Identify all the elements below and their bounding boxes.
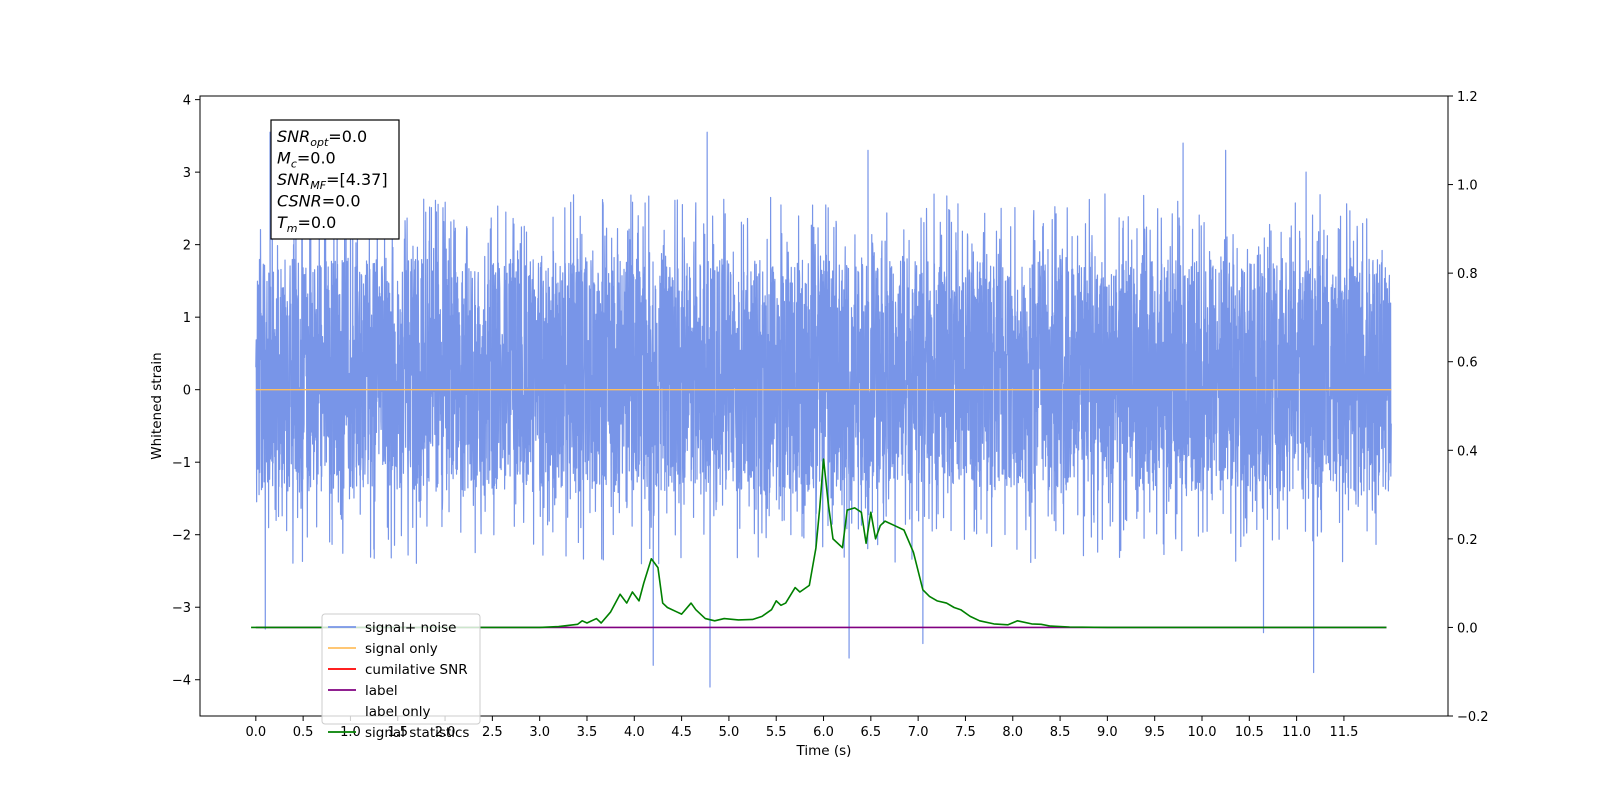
x-tick-label: 2.5 xyxy=(482,725,503,740)
y-tick-label: 4 xyxy=(183,94,191,109)
x-tick-label: 1.5 xyxy=(387,725,408,740)
x-tick-label: 6.5 xyxy=(860,725,881,740)
x-tick-label: 7.0 xyxy=(908,725,929,740)
x-tick-label: 4.5 xyxy=(671,725,692,740)
y2-tick-label: −0.2 xyxy=(1457,710,1489,725)
legend-entry: cumilative SNR xyxy=(365,662,468,678)
annotation-line: Mc=0.0 xyxy=(277,149,336,171)
x-tick-label: 5.0 xyxy=(719,725,740,740)
x-tick-label: 8.0 xyxy=(1002,725,1023,740)
y2-tick-label: 1.2 xyxy=(1457,90,1478,105)
x-tick-label: 9.0 xyxy=(1097,725,1118,740)
y2-tick-label: 0.2 xyxy=(1457,533,1478,548)
x-tick-label: 2.0 xyxy=(435,725,456,740)
annotation-line: Tm=0.0 xyxy=(277,213,336,235)
legend-entry: signal+ noise xyxy=(365,620,456,636)
x-tick-label: 10.0 xyxy=(1188,725,1217,740)
x-tick-label: 6.0 xyxy=(813,725,834,740)
x-tick-label: 5.5 xyxy=(766,725,787,740)
x-axis-label: Time (s) xyxy=(796,743,852,759)
y-tick-label: −1 xyxy=(172,456,191,471)
x-tick-label: 0.5 xyxy=(293,725,314,740)
y2-tick-label: 0.4 xyxy=(1457,444,1478,459)
y-tick-label: 2 xyxy=(183,239,191,254)
x-tick-label: 3.5 xyxy=(577,725,598,740)
y2-tick-label: 0.6 xyxy=(1457,356,1478,371)
x-tick-label: 9.5 xyxy=(1144,725,1165,740)
annotation-line: SNRopt=0.0 xyxy=(277,127,367,149)
y-tick-label: 0 xyxy=(183,384,191,399)
legend-entry: label only xyxy=(365,704,431,720)
y2-tick-label: 1.0 xyxy=(1457,179,1478,194)
annotation-line: CSNR=0.0 xyxy=(277,192,361,211)
annotation-frame xyxy=(270,119,400,240)
series-line-signal-statistics xyxy=(251,458,1387,629)
y-tick-label: −3 xyxy=(172,601,191,616)
y2-tick-label: 0.0 xyxy=(1457,621,1478,636)
x-tick-label: 8.5 xyxy=(1050,725,1071,740)
x-tick-label: 11.5 xyxy=(1329,725,1358,740)
x-tick-label: 7.5 xyxy=(955,725,976,740)
legend-frame xyxy=(321,613,481,725)
legend-entry: label xyxy=(365,683,398,699)
x-tick-label: 4.0 xyxy=(624,725,645,740)
y-tick-label: 3 xyxy=(183,166,191,181)
x-tick-label: 10.5 xyxy=(1235,725,1264,740)
x-tick-label: 0.0 xyxy=(245,725,266,740)
x-tick-label: 11.0 xyxy=(1282,725,1311,740)
y-tick-label: −4 xyxy=(172,674,191,689)
y-axis-label: Whitened strain xyxy=(149,352,165,459)
legend-entry: signal statistics xyxy=(365,725,469,741)
y-tick-label: −2 xyxy=(172,529,191,544)
axes: 0.0 0.5 1.0 1.5 2.0 2.5 3.0 3.5 4.0 4.5 5.0 5.5 6.0 6… xyxy=(149,90,1489,759)
series-line-signal-noise xyxy=(255,131,1392,688)
y-tick-label: 1 xyxy=(183,311,191,326)
x-tick-label: 3.0 xyxy=(529,725,550,740)
legend-entry: signal only xyxy=(365,641,438,657)
annotation-line: SNRMF=[4.37] xyxy=(277,170,388,192)
legend: signal+ noise signal only cumilative SNR la… xyxy=(321,613,481,741)
y2-tick-label: 0.8 xyxy=(1457,267,1478,282)
